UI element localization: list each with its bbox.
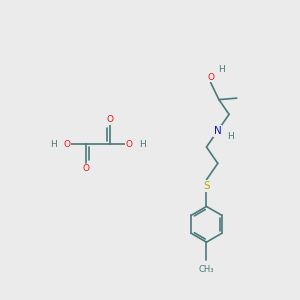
Text: H: H bbox=[218, 64, 225, 74]
Text: O: O bbox=[82, 164, 90, 173]
Text: O: O bbox=[207, 73, 214, 82]
Text: O: O bbox=[63, 140, 70, 148]
Text: CH₃: CH₃ bbox=[199, 265, 214, 274]
Text: O: O bbox=[106, 115, 113, 124]
Text: O: O bbox=[126, 140, 133, 148]
Text: N: N bbox=[214, 126, 222, 136]
Text: H: H bbox=[50, 140, 57, 148]
Text: S: S bbox=[203, 181, 210, 191]
Text: H: H bbox=[227, 131, 234, 140]
Text: H: H bbox=[139, 140, 146, 148]
